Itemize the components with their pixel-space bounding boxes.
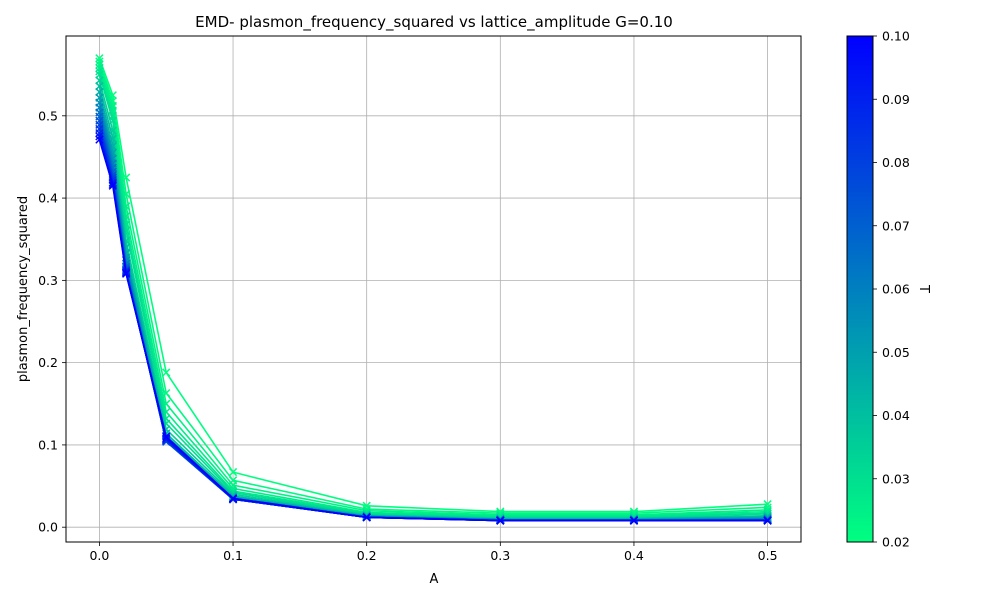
colorbar-ticks: 0.02 0.03 0.04 0.05 0.06 0.07 0.08 0.09 0.10 (873, 29, 910, 550)
colorbar-tick-label: 0.08 (882, 155, 910, 170)
y-tick-label: 0.5 (38, 108, 58, 123)
y-axis-label: plasmon_frequency_squared (16, 196, 31, 382)
data-point-marker (228, 467, 238, 477)
series-line (98, 80, 768, 519)
y-tick-label: 0.1 (38, 437, 58, 452)
colorbar-tick-label: 0.07 (882, 218, 910, 233)
x-tick-label: 0.3 (490, 548, 510, 563)
data-point-marker (95, 67, 104, 76)
y-tick-label: 0.2 (38, 355, 58, 370)
series-group (95, 54, 772, 516)
colorbar-tick-label: 0.09 (882, 92, 910, 107)
data-point-marker (162, 432, 171, 441)
series-line (98, 136, 768, 522)
data-point-marker (95, 54, 104, 63)
data-point-marker (108, 181, 117, 190)
y-tick-label: 0.3 (38, 273, 58, 288)
data-point-marker (162, 434, 171, 443)
series-group (95, 87, 772, 524)
colorbar-tick-label: 0.03 (882, 471, 910, 486)
series-group (95, 67, 772, 521)
series-group (95, 135, 772, 525)
x-tick-label: 0.5 (758, 548, 778, 563)
colorbar-tick-label: 0.10 (882, 29, 910, 44)
data-point-marker (362, 513, 371, 522)
colorbar-tick-label: 0.05 (882, 345, 910, 360)
data-point-marker (95, 132, 104, 141)
y-tick-label: 0.4 (38, 191, 58, 206)
series-line (98, 120, 768, 522)
series-line (98, 139, 768, 522)
colorbar (846, 35, 874, 543)
series-line (98, 64, 768, 516)
data-point-marker (95, 60, 104, 69)
colorbar-tick-label: 0.04 (882, 408, 910, 423)
series-line (98, 116, 768, 521)
data-point-marker (228, 494, 238, 503)
colorbar-label: T (916, 284, 931, 293)
data-point-marker (95, 63, 104, 73)
y-axis-ticks: 0.0 0.1 0.2 0.3 0.4 0.5 (38, 108, 66, 535)
y-tick-label: 0.0 (38, 520, 58, 535)
x-axis-ticks: 0.0 0.1 0.2 0.3 0.4 0.5 (89, 542, 778, 563)
series-line (98, 97, 768, 521)
data-point-marker (95, 135, 104, 144)
data-point-marker (122, 269, 131, 278)
data-point-marker (95, 128, 104, 138)
grid (66, 36, 801, 542)
series-group (95, 70, 772, 522)
colorbar-tick-label: 0.06 (882, 282, 910, 297)
data-point-marker (496, 516, 505, 525)
chart-title: EMD- plasmon_frequency_squared vs lattic… (195, 13, 673, 32)
series-line (98, 67, 768, 517)
x-tick-label: 0.0 (89, 548, 109, 563)
colorbar-tick-label: 0.02 (882, 535, 910, 550)
x-tick-label: 0.1 (223, 548, 243, 563)
plot-area-frame (65, 35, 802, 543)
data-point-marker (763, 516, 772, 525)
series-group (95, 60, 772, 519)
series-group (95, 108, 772, 524)
x-tick-label: 0.2 (357, 548, 377, 563)
data-point-marker (95, 57, 104, 66)
x-tick-label: 0.4 (624, 548, 644, 563)
data-point-marker (629, 516, 639, 525)
data-point-marker (162, 368, 171, 377)
x-axis-label: A (430, 572, 439, 587)
series-layer (95, 54, 772, 525)
